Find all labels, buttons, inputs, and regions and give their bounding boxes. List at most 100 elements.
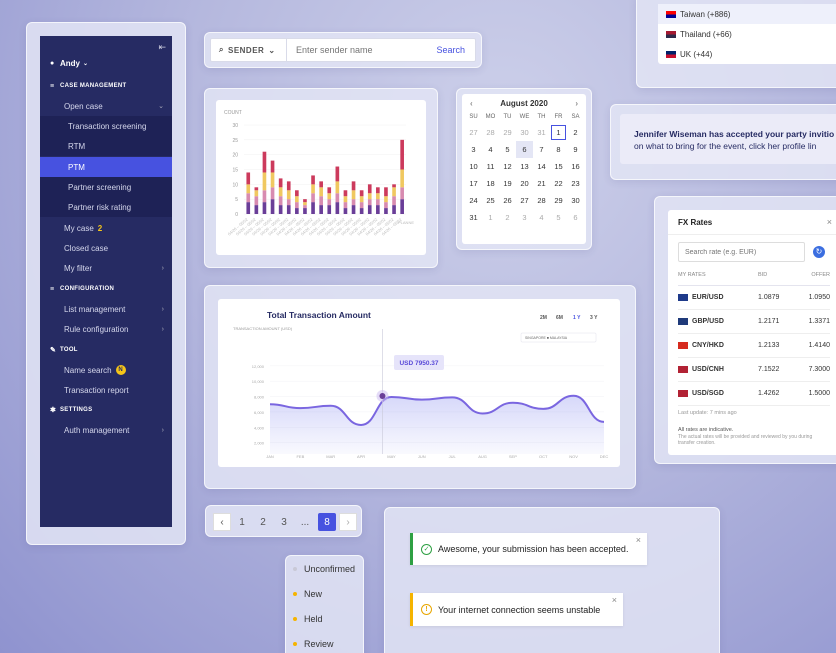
fx-row[interactable]: EUR/USD 1.0879 1.0950 bbox=[678, 286, 830, 310]
bar-segment[interactable] bbox=[392, 184, 396, 188]
sidebar-item-rule-configuration[interactable]: Rule configuration › bbox=[40, 319, 172, 339]
calendar-day[interactable]: 1 bbox=[550, 124, 567, 141]
bar-segment[interactable] bbox=[270, 199, 275, 214]
bar-segment[interactable] bbox=[400, 169, 404, 188]
calendar-day[interactable]: 25 bbox=[486, 196, 495, 205]
bar-segment[interactable] bbox=[319, 196, 323, 206]
sidebar-item-my-case[interactable]: My case 2 bbox=[40, 218, 172, 238]
status-item[interactable]: Unconfirmed bbox=[293, 564, 355, 574]
bar-segment[interactable] bbox=[327, 205, 332, 214]
calendar-day[interactable]: 31 bbox=[469, 213, 478, 222]
calendar-day[interactable]: 13 bbox=[520, 162, 529, 171]
bar-segment[interactable] bbox=[319, 205, 323, 214]
sidebar-item-rtm[interactable]: RTM bbox=[40, 136, 172, 156]
bar-segment[interactable] bbox=[270, 160, 275, 173]
bar-segment[interactable] bbox=[278, 205, 283, 214]
hover-point[interactable] bbox=[379, 392, 386, 399]
bar-segment[interactable] bbox=[343, 208, 348, 214]
calendar-day[interactable]: 7 bbox=[539, 145, 544, 154]
sidebar-item-transaction-screening[interactable]: Transaction screening bbox=[40, 116, 172, 136]
bar-segment[interactable] bbox=[359, 202, 364, 209]
sidebar-item-partner-risk-rating[interactable]: Partner risk rating bbox=[40, 197, 172, 217]
bar-segment[interactable] bbox=[384, 187, 388, 197]
bar-segment[interactable] bbox=[278, 178, 283, 188]
bar-segment[interactable] bbox=[384, 202, 388, 209]
bar-segment[interactable] bbox=[359, 196, 364, 203]
page-button[interactable]: 8 bbox=[318, 513, 336, 531]
bar-segment[interactable] bbox=[246, 184, 251, 194]
bar-segment[interactable] bbox=[295, 196, 299, 203]
bar-segment[interactable] bbox=[311, 193, 315, 203]
calendar-day[interactable]: 30 bbox=[571, 196, 580, 205]
calendar-day[interactable]: 14 bbox=[537, 162, 546, 171]
bar-segment[interactable] bbox=[351, 199, 356, 206]
sidebar-item-closed-case[interactable]: Closed case bbox=[40, 238, 172, 258]
calendar-day[interactable]: 24 bbox=[469, 196, 478, 205]
sidebar-item-partner-screening[interactable]: Partner screening bbox=[40, 177, 172, 197]
bar-segment[interactable] bbox=[246, 202, 251, 214]
bar-segment[interactable] bbox=[392, 205, 396, 214]
bar-segment[interactable] bbox=[400, 139, 404, 170]
bar-segment[interactable] bbox=[359, 190, 364, 197]
bar-segment[interactable] bbox=[262, 172, 267, 191]
range-button[interactable]: 3 Y bbox=[590, 315, 598, 321]
refresh-icon[interactable]: ↻ bbox=[813, 246, 825, 258]
country-option[interactable]: Taiwan (+886) bbox=[658, 4, 836, 24]
page-button[interactable]: 3 bbox=[281, 516, 287, 528]
bar-segment[interactable] bbox=[327, 187, 332, 194]
range-button[interactable]: 2M bbox=[540, 315, 547, 321]
fx-row[interactable]: USD/CNH 7.1522 7.3000 bbox=[678, 358, 830, 382]
country-option[interactable]: Thailand (+66) bbox=[658, 24, 836, 44]
calendar-day[interactable]: 29 bbox=[503, 128, 512, 137]
bar-segment[interactable] bbox=[384, 196, 388, 203]
sidebar-item-transaction-report[interactable]: Transaction report bbox=[40, 380, 172, 400]
calendar-day[interactable]: 12 bbox=[503, 162, 512, 171]
bar-segment[interactable] bbox=[376, 205, 380, 214]
bar-segment[interactable] bbox=[254, 196, 259, 206]
calendar-day[interactable]: 4 bbox=[488, 145, 493, 154]
page-button[interactable]: 1 bbox=[239, 516, 245, 528]
bar-segment[interactable] bbox=[246, 193, 251, 203]
fx-row[interactable]: CNY/HKD 1.2133 1.4140 bbox=[678, 334, 830, 358]
search-button[interactable]: Search bbox=[436, 45, 465, 55]
bar-segment[interactable] bbox=[295, 208, 299, 214]
sidebar-item-list-management[interactable]: List management › bbox=[40, 299, 172, 319]
bar-segment[interactable] bbox=[367, 193, 372, 200]
bar-segment[interactable] bbox=[400, 187, 404, 200]
calendar-day[interactable]: 10 bbox=[469, 162, 478, 171]
range-button[interactable]: 1 Y bbox=[573, 315, 581, 321]
bar-segment[interactable] bbox=[254, 190, 259, 197]
bar-segment[interactable] bbox=[303, 205, 307, 209]
bar-segment[interactable] bbox=[270, 172, 275, 188]
bar-segment[interactable] bbox=[311, 184, 315, 194]
calendar-day[interactable]: 3 bbox=[522, 213, 527, 222]
bar-segment[interactable] bbox=[392, 196, 396, 206]
fx-row[interactable]: USD/SGD 1.4262 1.5000 bbox=[678, 382, 830, 406]
user-menu[interactable]: ● Andy ⌄ bbox=[40, 53, 172, 73]
bar-segment[interactable] bbox=[367, 199, 372, 206]
sidebar-item-my-filter[interactable]: My filter › bbox=[40, 258, 172, 278]
bar-segment[interactable] bbox=[392, 187, 396, 197]
bar-segment[interactable] bbox=[286, 205, 291, 214]
calendar-day[interactable]: 5 bbox=[556, 213, 561, 222]
calendar-day[interactable]: 11 bbox=[486, 162, 495, 171]
calendar-day[interactable]: 26 bbox=[503, 196, 512, 205]
calendar-day[interactable]: 2 bbox=[505, 213, 510, 222]
bar-segment[interactable] bbox=[384, 208, 388, 214]
prev-month-icon[interactable]: ‹ bbox=[470, 99, 473, 108]
bar-segment[interactable] bbox=[254, 187, 259, 191]
search-input[interactable] bbox=[287, 45, 437, 55]
page-button[interactable]: 2 bbox=[260, 516, 266, 528]
calendar-day[interactable]: 29 bbox=[554, 196, 563, 205]
country-option[interactable]: UK (+44) bbox=[658, 44, 836, 64]
calendar-day[interactable]: 17 bbox=[469, 179, 478, 188]
bar-segment[interactable] bbox=[286, 190, 291, 200]
status-item[interactable]: New bbox=[293, 589, 322, 599]
bar-segment[interactable] bbox=[262, 190, 267, 203]
bar-segment[interactable] bbox=[343, 190, 348, 197]
bar-segment[interactable] bbox=[351, 190, 356, 200]
bar-segment[interactable] bbox=[286, 181, 291, 191]
bar-segment[interactable] bbox=[335, 181, 340, 194]
calendar-day[interactable]: 18 bbox=[486, 179, 495, 188]
bar-segment[interactable] bbox=[343, 196, 348, 203]
